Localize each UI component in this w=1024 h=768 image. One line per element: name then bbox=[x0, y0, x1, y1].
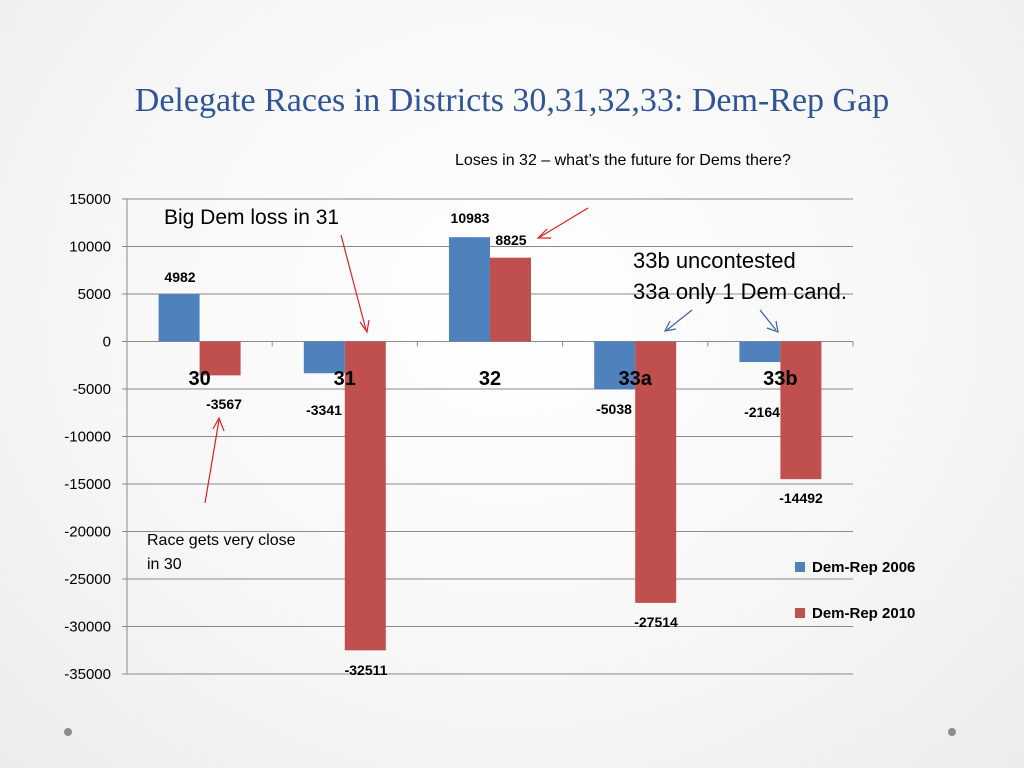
y-tick-label: -15000 bbox=[64, 476, 111, 493]
legend: Dem-Rep 2006 Dem-Rep 2010 bbox=[795, 559, 915, 622]
y-tick-label: -20000 bbox=[64, 524, 111, 541]
y-axis-ticks: 15000 10000 5000 0 -5000 -10000 -15000 -20000 -2… bbox=[64, 191, 111, 683]
bar-30-2010 bbox=[199, 341, 241, 376]
annotation-arrows bbox=[204, 207, 779, 504]
bar-32-2010 bbox=[490, 257, 531, 342]
legend-label-2010: Dem-Rep 2010 bbox=[812, 605, 915, 622]
category-label-33a: 33a bbox=[619, 368, 653, 390]
y-tick-label: -25000 bbox=[64, 571, 111, 588]
slide-dot-right bbox=[948, 728, 956, 736]
data-label: 10983 bbox=[451, 210, 490, 226]
legend-swatch-2006 bbox=[795, 562, 805, 572]
arrow-33a-line bbox=[666, 309, 693, 331]
category-label-33b: 33b bbox=[763, 368, 797, 390]
category-label-32: 32 bbox=[479, 368, 501, 390]
data-labels: 4982 -3567 -3341 -32511 10983 8825 -5038 -27514… bbox=[164, 210, 823, 678]
slide-dot-left bbox=[64, 728, 72, 736]
category-labels: 30 31 32 33a 33b bbox=[188, 368, 797, 390]
y-tick-label: -5000 bbox=[73, 381, 111, 398]
legend-label-2006: Dem-Rep 2006 bbox=[812, 559, 915, 576]
slide-title: Delegate Races in Districts 30,31,32,33:… bbox=[134, 82, 890, 119]
y-tick-label: 5000 bbox=[78, 286, 111, 303]
data-label: -2164 bbox=[744, 404, 780, 420]
arrow-30-head bbox=[212, 416, 225, 432]
arrow-33a-head bbox=[663, 320, 677, 332]
data-label: 4982 bbox=[164, 269, 195, 285]
annotation-33a-one-cand: 33a only 1 Dem cand. bbox=[633, 279, 848, 304]
bar-33a-2010 bbox=[635, 341, 677, 603]
arrow-30-line bbox=[204, 419, 220, 504]
y-tick-label: -30000 bbox=[64, 619, 111, 636]
bar-33a-2006 bbox=[594, 341, 636, 390]
data-label: -32511 bbox=[345, 662, 388, 678]
data-label: 8825 bbox=[495, 232, 526, 248]
y-tick-label: -35000 bbox=[64, 666, 111, 683]
annotation-33b-uncontested: 33b uncontested bbox=[633, 248, 796, 273]
bar-31-2006 bbox=[303, 341, 345, 374]
y-tick-label: 10000 bbox=[69, 239, 111, 256]
data-label: -3567 bbox=[206, 396, 242, 412]
arrow-31-head bbox=[359, 319, 370, 334]
annotation-big-dem-loss: Big Dem loss in 31 bbox=[164, 206, 340, 229]
bar-30-2006 bbox=[158, 294, 200, 342]
annotation-close-30: Race gets very close in 30 bbox=[147, 532, 296, 573]
arrow-31-line bbox=[340, 234, 367, 331]
bars bbox=[158, 237, 822, 651]
category-label-30: 30 bbox=[188, 368, 210, 390]
bar-33b-2006 bbox=[739, 341, 781, 363]
bar-32-2006 bbox=[449, 237, 490, 342]
data-label: -27514 bbox=[634, 614, 678, 630]
annotation-loses-32: Loses in 32 – what’s the future for Dems… bbox=[455, 152, 791, 169]
data-label: -5038 bbox=[596, 401, 632, 417]
y-tick-label: 0 bbox=[103, 334, 111, 351]
legend-swatch-2010 bbox=[795, 608, 805, 618]
bar-31-2010 bbox=[344, 341, 386, 651]
data-label: -3341 bbox=[306, 402, 342, 418]
y-tick-label: -10000 bbox=[64, 429, 111, 446]
arrow-33b-line bbox=[759, 309, 777, 331]
arrow-32-line bbox=[539, 207, 589, 238]
data-label: -14492 bbox=[779, 490, 823, 506]
y-tick-label: 15000 bbox=[69, 191, 111, 208]
category-label-31: 31 bbox=[334, 368, 356, 390]
arrow-32-head bbox=[536, 228, 551, 239]
bar-33b-2010 bbox=[780, 341, 822, 480]
arrow-33b-head bbox=[766, 320, 779, 333]
